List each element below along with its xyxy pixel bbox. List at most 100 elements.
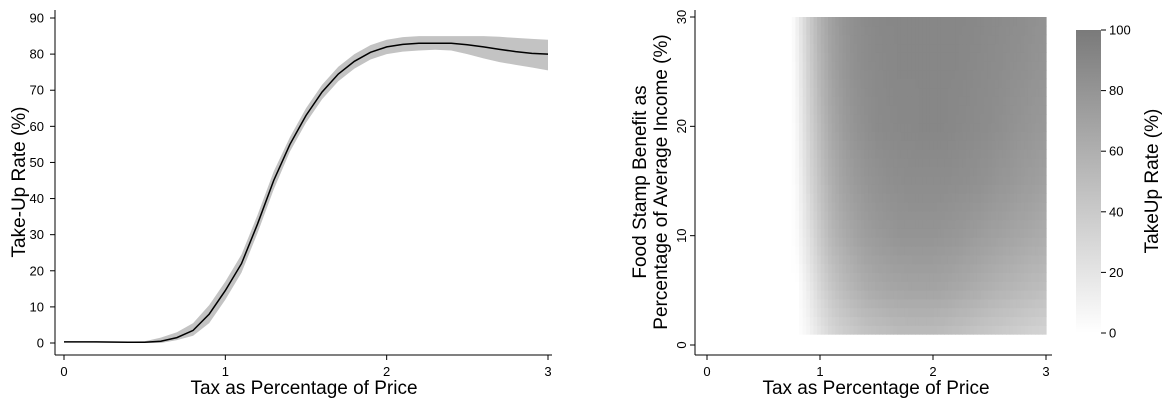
heatmap-cell [987, 61, 993, 71]
heatmap-cell [853, 290, 858, 300]
heatmap-cell [911, 122, 916, 133]
heatmap-cell [806, 61, 811, 71]
heatmap-cell [922, 175, 927, 185]
heatmap-cell [904, 175, 909, 185]
heatmap-cell [1009, 307, 1014, 318]
heatmap-cell [955, 290, 960, 300]
heatmap-cell [951, 34, 956, 45]
heatmap-cell [791, 210, 796, 221]
heatmap-cell [1038, 149, 1043, 159]
heatmap-cell [846, 87, 851, 97]
heatmap-cell [944, 34, 949, 45]
heatmap-cell [937, 52, 942, 62]
heatmap-cell [904, 157, 909, 168]
heatmap-cell [984, 78, 989, 89]
heatmap-cell [889, 25, 895, 36]
heatmap-cell [864, 272, 869, 282]
heatmap-cell [944, 140, 949, 150]
heatmap-cell [795, 157, 800, 168]
heatmap-cell [809, 307, 815, 318]
heatmap-cell [886, 325, 891, 335]
heatmap-cell [958, 87, 964, 97]
heatmap-cell [857, 219, 862, 229]
heatmap-cell [995, 263, 1000, 274]
heatmap-cell [984, 237, 989, 247]
heatmap-cell [987, 149, 993, 159]
heatmap-cell [911, 219, 916, 229]
heatmap-cell [799, 290, 804, 300]
heatmap-cell [828, 87, 833, 97]
heatmap-cell [904, 254, 909, 265]
heatmap-cell [1006, 325, 1011, 335]
heatmap-cell [828, 272, 833, 282]
heatmap-cell [1020, 175, 1025, 185]
heatmap-cell [1013, 184, 1018, 194]
heatmap-cell [802, 105, 807, 115]
heatmap-cell [806, 254, 811, 265]
heatmap-cell [998, 193, 1004, 203]
heatmap-cell [962, 272, 967, 282]
heatmap-cell [831, 25, 836, 36]
heatmap-cell [1042, 166, 1047, 177]
heatmap-cell [860, 254, 865, 265]
heatmap-cell [944, 193, 949, 203]
heatmap-cell [922, 245, 927, 256]
heatmap-cell [809, 17, 815, 27]
heatmap-cell [809, 237, 815, 247]
heatmap-cell [1016, 149, 1022, 159]
heatmap-cell [1027, 316, 1033, 326]
heatmap-cell [947, 210, 953, 221]
heatmap-cell [897, 210, 902, 221]
heatmap-cell [980, 210, 985, 221]
heatmap-cell [799, 307, 804, 318]
heatmap-cell [966, 175, 971, 185]
heatmap-cell [947, 263, 953, 274]
heatmap-cell [871, 34, 876, 45]
heatmap-cell [795, 237, 800, 247]
heatmap-cell [889, 237, 895, 247]
heatmap-cell [835, 113, 840, 124]
heatmap-cell [878, 228, 884, 238]
heatmap-cell [940, 175, 945, 185]
heatmap-cell [831, 149, 836, 159]
heatmap-cell [926, 149, 931, 159]
heatmap-cell [1035, 96, 1040, 106]
heatmap-cell [842, 96, 847, 106]
heatmap-cell [900, 96, 905, 106]
heatmap-cell [1027, 228, 1033, 238]
heatmap-cell [1009, 201, 1014, 212]
heatmap-cell [1002, 290, 1007, 300]
heatmap-cell [951, 228, 956, 238]
heatmap-cell [893, 290, 898, 300]
heatmap-cell [929, 316, 934, 326]
heatmap-cell [955, 96, 960, 106]
heatmap-cell [849, 43, 855, 53]
heatmap-cell [940, 290, 945, 300]
heatmap-cell [857, 175, 862, 185]
heatmap-cell [995, 87, 1000, 97]
heatmap-cell [1006, 175, 1011, 185]
heatmap-cell [795, 34, 800, 45]
heatmap-cell [1024, 52, 1029, 62]
heatmap-cell [799, 34, 804, 45]
heatmap-cell [802, 96, 807, 106]
heatmap-cell [1006, 149, 1011, 159]
heatmap-cell [1024, 78, 1029, 89]
heatmap-cell [915, 298, 920, 309]
heatmap-cell [911, 281, 916, 291]
heatmap-cell [922, 43, 927, 53]
heatmap-cell [998, 131, 1004, 141]
heatmap-cell [791, 87, 796, 97]
heatmap-cell [933, 219, 938, 229]
heatmap-cell [806, 43, 811, 53]
heatmap-cell [929, 131, 934, 141]
heatmap-cell [907, 290, 913, 300]
heatmap-cell [958, 307, 964, 318]
heatmap-cell [958, 210, 964, 221]
heatmap-cell [947, 113, 953, 124]
heatmap-cell [976, 245, 982, 256]
heatmap-cell [799, 175, 804, 185]
heatmap-cell [955, 245, 960, 256]
heatmap-cell [1035, 254, 1040, 265]
heatmap-cell [875, 254, 880, 265]
